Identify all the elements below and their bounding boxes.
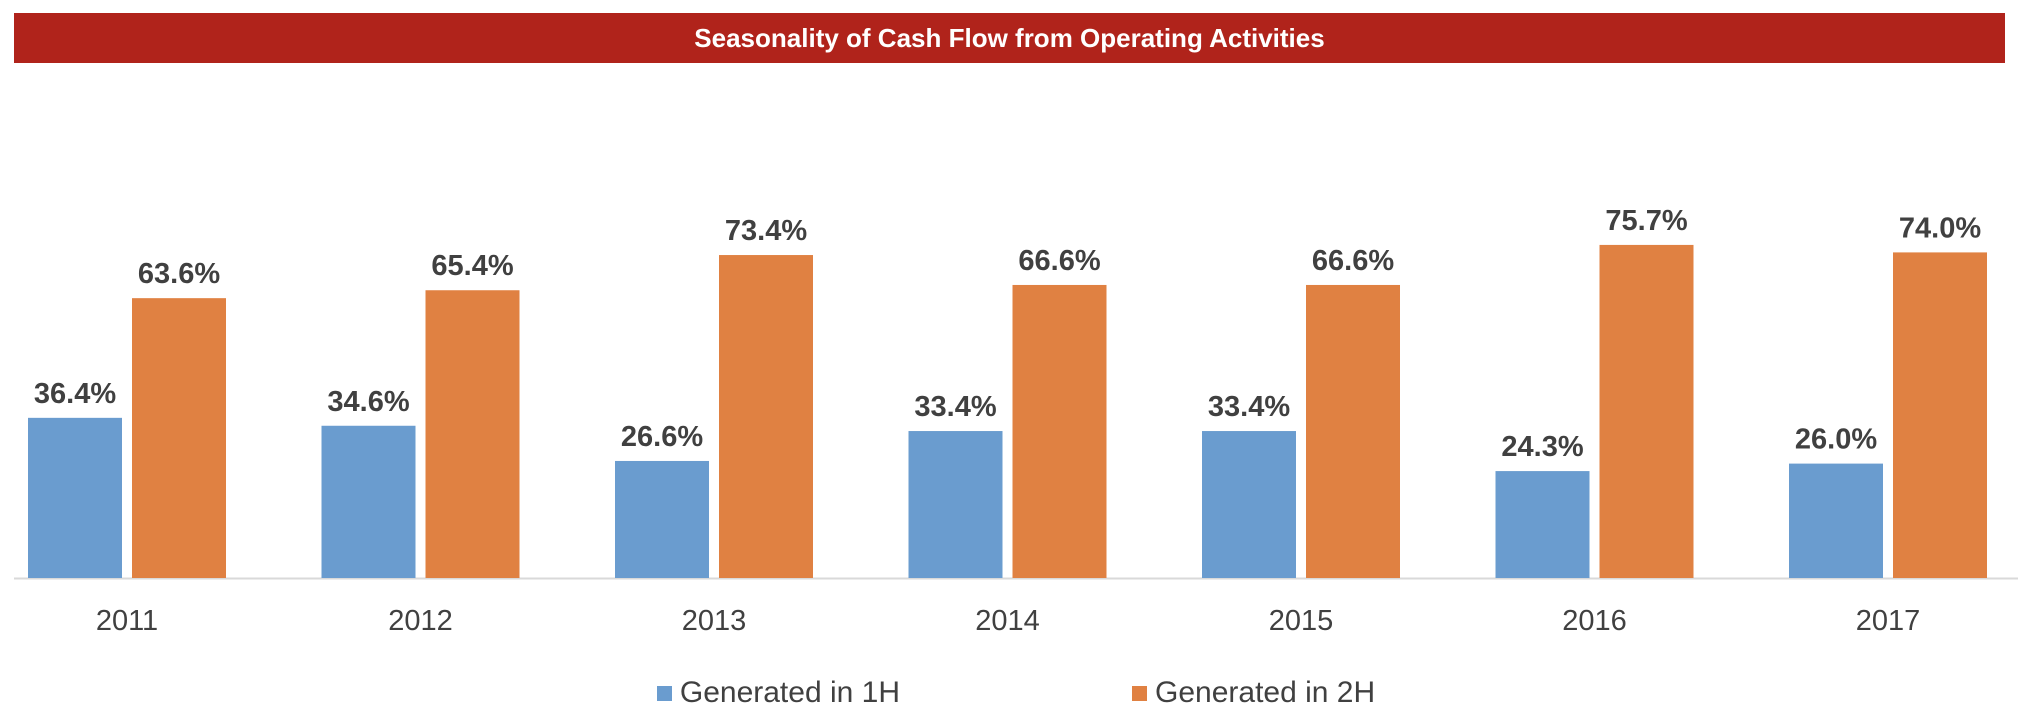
- legend-item-2h: Generated in 2H: [1132, 676, 1375, 710]
- data-label-1h-2014: 33.4%: [914, 391, 996, 423]
- data-label-2h-2016: 75.7%: [1605, 205, 1687, 237]
- data-label-2h-2014: 66.6%: [1018, 245, 1100, 277]
- bar-1h-2011: [28, 417, 122, 578]
- bar-1h-2012: [321, 425, 416, 578]
- legend-swatch-2h: [1132, 685, 1147, 701]
- bar-2h-2013: [719, 255, 813, 579]
- bar-2h-2015: [1306, 284, 1400, 578]
- bar-2h-2014: [1012, 284, 1107, 578]
- data-label-1h-2016: 24.3%: [1501, 431, 1583, 463]
- data-label-2h-2013: 73.4%: [725, 215, 807, 247]
- chart-legend: Generated in 1H Generated in 2H: [0, 668, 2032, 718]
- data-label-2h-2012: 65.4%: [431, 250, 513, 282]
- x-tick-label-2011: 2011: [96, 605, 158, 637]
- x-tick-label-2014: 2014: [975, 605, 1040, 637]
- x-tick-label-2012: 2012: [388, 605, 453, 637]
- data-label-2h-2017: 74.0%: [1899, 212, 1981, 244]
- data-label-1h-2015: 33.4%: [1208, 391, 1290, 423]
- bar-1h-2014: [908, 431, 1003, 578]
- legend-label-1h: Generated in 1H: [679, 676, 900, 709]
- data-label-1h-2013: 26.6%: [621, 421, 703, 453]
- chart-title-bar: Seasonality of Cash Flow from Operating …: [14, 13, 2005, 63]
- bar-1h-2013: [615, 460, 709, 578]
- x-tick-label-2015: 2015: [1269, 605, 1334, 637]
- data-label-1h-2011: 36.4%: [34, 378, 116, 410]
- legend-swatch-1h: [656, 685, 672, 701]
- chart-title: Seasonality of Cash Flow from Operating …: [694, 22, 1325, 53]
- bar-chart: 36.4% 63.6% 2011 34.6% 65.4% 2012 26.6% 73.4% 20…: [14, 205, 2018, 637]
- bar-2h-2011: [132, 298, 226, 578]
- data-label-1h-2012: 34.6%: [327, 386, 409, 418]
- legend-item-1h: Generated in 1H: [656, 676, 900, 710]
- x-tick-label-2016: 2016: [1562, 605, 1627, 637]
- bar-1h-2015: [1202, 431, 1296, 578]
- data-label-2h-2011: 63.6%: [138, 258, 220, 290]
- x-tick-label-2017: 2017: [1856, 605, 1921, 637]
- data-label-1h-2017: 26.0%: [1795, 424, 1877, 456]
- bar-2h-2012: [425, 290, 520, 578]
- bar-2h-2017: [1893, 252, 1987, 578]
- legend-label-2h: Generated in 2H: [1155, 676, 1376, 709]
- x-tick-label-2013: 2013: [682, 605, 747, 637]
- bar-2h-2016: [1599, 244, 1694, 579]
- bar-1h-2016: [1495, 471, 1590, 578]
- bar-1h-2017: [1789, 463, 1883, 578]
- data-label-2h-2015: 66.6%: [1312, 245, 1394, 277]
